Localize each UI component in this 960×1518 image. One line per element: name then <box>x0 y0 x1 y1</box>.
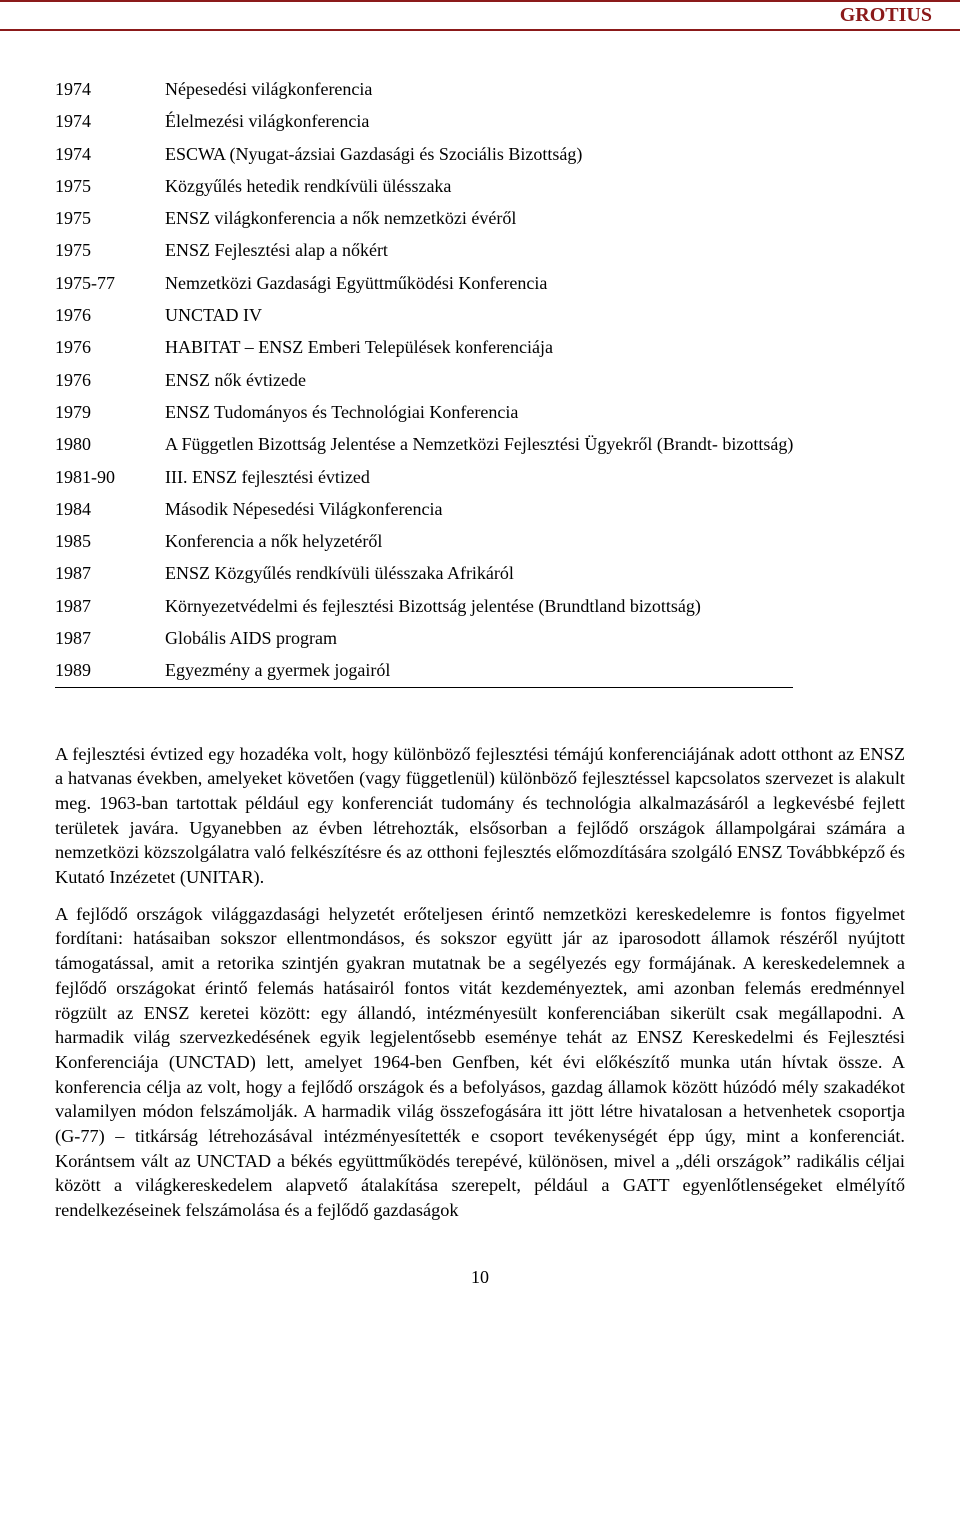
timeline-text: Közgyűlés hetedik rendkívüli ülésszaka <box>165 170 793 202</box>
timeline-text: ENSZ világkonferencia a nők nemzetközi é… <box>165 202 793 234</box>
timeline-year: 1976 <box>55 364 165 396</box>
timeline-year: 1975 <box>55 234 165 266</box>
paragraphs-container: A fejlesztési évtized egy hozadéka volt,… <box>55 742 905 1223</box>
timeline-row: 1987Globális AIDS program <box>55 622 793 654</box>
timeline-row: 1987Környezetvédelmi és fejlesztési Bizo… <box>55 590 793 622</box>
timeline-row: 1975ENSZ Fejlesztési alap a nőkért <box>55 234 793 266</box>
timeline-text: ENSZ Tudományos és Technológiai Konferen… <box>165 396 793 428</box>
header-bar: GROTIUS <box>0 0 960 31</box>
timeline-row: 1976UNCTAD IV <box>55 299 793 331</box>
timeline-year: 1981-90 <box>55 461 165 493</box>
timeline-text: Második Népesedési Világkonferencia <box>165 493 793 525</box>
timeline-year: 1974 <box>55 105 165 137</box>
timeline-row: 1975ENSZ világkonferencia a nők nemzetkö… <box>55 202 793 234</box>
timeline-row: 1975Közgyűlés hetedik rendkívüli üléssza… <box>55 170 793 202</box>
timeline-year: 1975 <box>55 170 165 202</box>
timeline-row: 1989Egyezmény a gyermek jogairól <box>55 654 793 687</box>
timeline-row: 1974Népesedési világkonferencia <box>55 73 793 105</box>
timeline-year: 1984 <box>55 493 165 525</box>
timeline-row: 1981-90III. ENSZ fejlesztési évtized <box>55 461 793 493</box>
timeline-year: 1987 <box>55 557 165 589</box>
timeline-text: UNCTAD IV <box>165 299 793 331</box>
timeline-row: 1975-77Nemzetközi Gazdasági Együttműködé… <box>55 267 793 299</box>
timeline-row: 1987ENSZ Közgyűlés rendkívüli ülésszaka … <box>55 557 793 589</box>
timeline-text: Konferencia a nők helyzetéről <box>165 525 793 557</box>
timeline-text: Nemzetközi Gazdasági Együttműködési Konf… <box>165 267 793 299</box>
timeline-text: Népesedési világkonferencia <box>165 73 793 105</box>
timeline-row: 1980A Független Bizottság Jelentése a Ne… <box>55 428 793 460</box>
timeline-year: 1989 <box>55 654 165 687</box>
timeline-row: 1984Második Népesedési Világkonferencia <box>55 493 793 525</box>
timeline-year: 1974 <box>55 73 165 105</box>
timeline-year: 1980 <box>55 428 165 460</box>
body-paragraph: A fejlesztési évtized egy hozadéka volt,… <box>55 742 905 890</box>
timeline-year: 1987 <box>55 590 165 622</box>
timeline-year: 1975 <box>55 202 165 234</box>
timeline-text: ENSZ Közgyűlés rendkívüli ülésszaka Afri… <box>165 557 793 589</box>
header-label: GROTIUS <box>0 4 960 27</box>
timeline-text: Globális AIDS program <box>165 622 793 654</box>
page-content: 1974Népesedési világkonferencia1974Élelm… <box>0 37 960 1318</box>
body-paragraph: A fejlődő országok világgazdasági helyze… <box>55 902 905 1223</box>
timeline-text: Környezetvédelmi és fejlesztési Bizottsá… <box>165 590 793 622</box>
timeline-row: 1974ESCWA (Nyugat-ázsiai Gazdasági és Sz… <box>55 138 793 170</box>
timeline-text: A Független Bizottság Jelentése a Nemzet… <box>165 428 793 460</box>
timeline-year: 1976 <box>55 331 165 363</box>
timeline-row: 1974Élelmezési világkonferencia <box>55 105 793 137</box>
timeline-text: ESCWA (Nyugat-ázsiai Gazdasági és Szociá… <box>165 138 793 170</box>
timeline-text: Élelmezési világkonferencia <box>165 105 793 137</box>
timeline-table: 1974Népesedési világkonferencia1974Élelm… <box>55 73 793 688</box>
timeline-text: Egyezmény a gyermek jogairól <box>165 654 793 687</box>
timeline-row: 1985Konferencia a nők helyzetéről <box>55 525 793 557</box>
timeline-year: 1979 <box>55 396 165 428</box>
timeline-text: HABITAT – ENSZ Emberi Települések konfer… <box>165 331 793 363</box>
timeline-year: 1985 <box>55 525 165 557</box>
page-number: 10 <box>55 1267 905 1288</box>
timeline-year: 1976 <box>55 299 165 331</box>
timeline-text: ENSZ Fejlesztési alap a nőkért <box>165 234 793 266</box>
timeline-row: 1976HABITAT – ENSZ Emberi Települések ko… <box>55 331 793 363</box>
timeline-body: 1974Népesedési világkonferencia1974Élelm… <box>55 73 793 687</box>
timeline-year: 1975-77 <box>55 267 165 299</box>
timeline-year: 1974 <box>55 138 165 170</box>
timeline-text: III. ENSZ fejlesztési évtized <box>165 461 793 493</box>
timeline-text: ENSZ nők évtizede <box>165 364 793 396</box>
timeline-row: 1976ENSZ nők évtizede <box>55 364 793 396</box>
timeline-row: 1979ENSZ Tudományos és Technológiai Konf… <box>55 396 793 428</box>
timeline-year: 1987 <box>55 622 165 654</box>
